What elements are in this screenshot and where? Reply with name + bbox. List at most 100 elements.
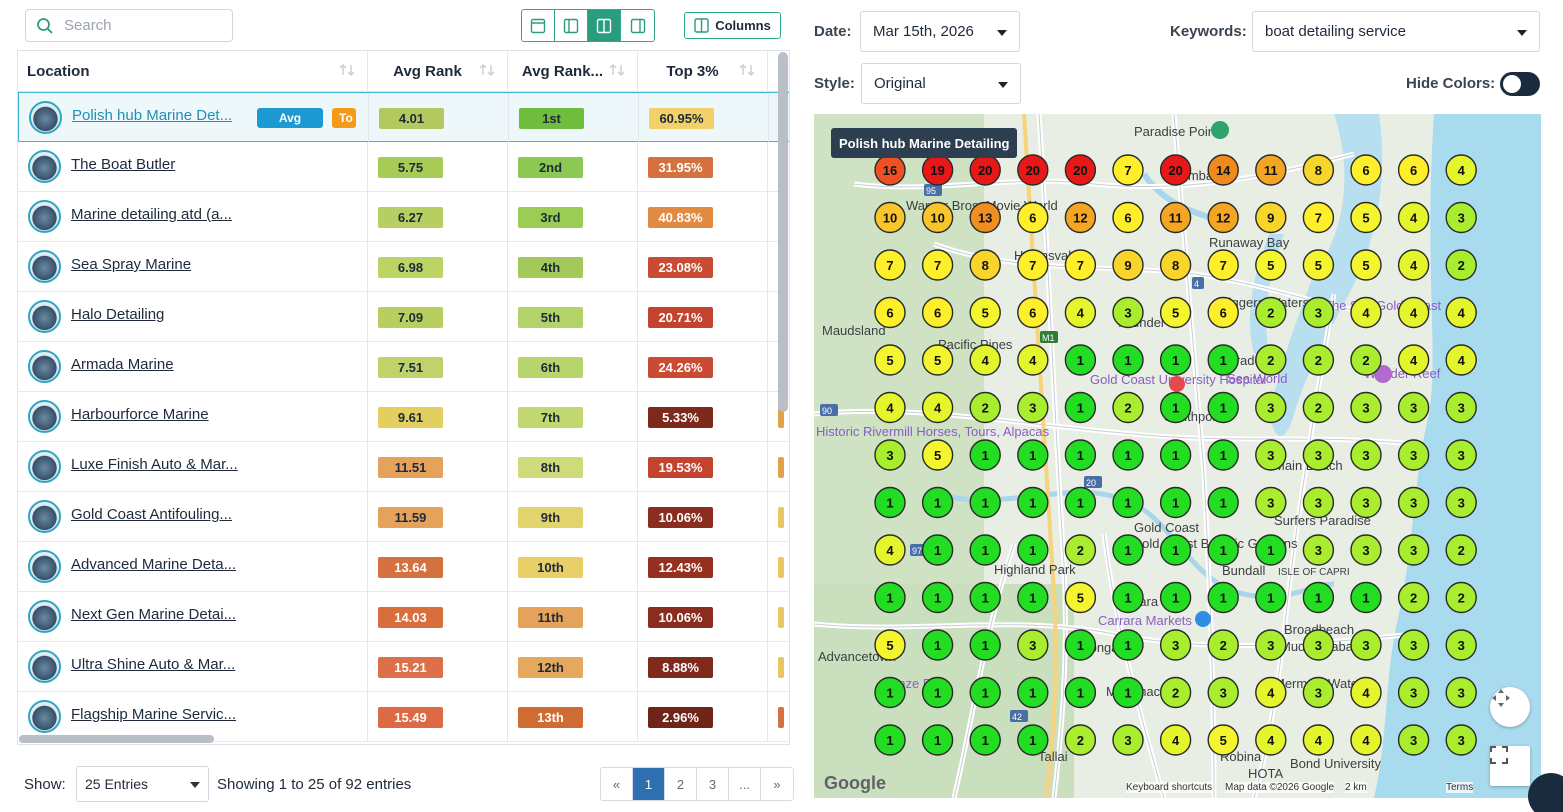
top3-cell: 2.96% bbox=[638, 692, 768, 742]
chat-widget-button[interactable] bbox=[1528, 773, 1563, 812]
columns-button[interactable]: Columns bbox=[684, 12, 781, 39]
table-row[interactable]: Next Gen Marine Detai... 14.03 11th 10.0… bbox=[18, 592, 789, 642]
page-button[interactable]: « bbox=[601, 768, 633, 800]
location-link[interactable]: Luxe Finish Auto & Mar... bbox=[71, 456, 238, 473]
table-row[interactable]: Marine detailing atd (a... 6.27 3rd 40.8… bbox=[18, 192, 789, 242]
rank-grid-pin bbox=[1207, 201, 1239, 234]
sort-icon[interactable] bbox=[479, 63, 497, 77]
rank-grid-pin-label: 5 bbox=[982, 306, 989, 321]
rank-grid-pin-label: 4 bbox=[1315, 733, 1323, 748]
page-button[interactable]: 2 bbox=[665, 768, 697, 800]
sort-icon[interactable] bbox=[339, 63, 357, 77]
sort-icon[interactable] bbox=[609, 63, 627, 77]
avg-rank-cell: 11.51 bbox=[368, 442, 508, 492]
keyboard-shortcuts-link[interactable]: Keyboard shortcuts bbox=[1126, 782, 1213, 793]
avg-rank-value: 11.59 bbox=[378, 507, 443, 528]
layout-right-icon[interactable] bbox=[621, 10, 654, 41]
rank-grid-pin-label: 4 bbox=[1410, 353, 1418, 368]
rank-grid-pin-label: 1 bbox=[1124, 686, 1131, 701]
rank-grid-pin bbox=[1112, 581, 1144, 614]
rank-grid-pin bbox=[1159, 629, 1192, 661]
location-link[interactable]: Polish hub Marine Det... bbox=[72, 107, 233, 124]
location-link[interactable]: The Boat Butler bbox=[71, 156, 176, 173]
rank-grid-pin bbox=[1445, 629, 1477, 661]
avg-badge[interactable]: Avg bbox=[257, 108, 323, 128]
rank-grid-pin bbox=[921, 676, 954, 709]
location-link[interactable]: Ultra Shine Auto & Mar... bbox=[71, 656, 236, 673]
rank-grid-pin-label: 3 bbox=[1410, 448, 1417, 463]
rank-grid-pin-label: 2 bbox=[982, 401, 989, 416]
recenter-button[interactable] bbox=[1490, 687, 1530, 727]
location-link[interactable]: Next Gen Marine Detai... bbox=[71, 606, 237, 623]
page-button[interactable]: 1 bbox=[633, 768, 665, 800]
rank-grid-pin-label: 14 bbox=[1216, 163, 1231, 178]
page-button[interactable]: » bbox=[761, 768, 793, 800]
table-row[interactable]: Harbourforce Marine 9.61 7th 5.33% bbox=[18, 392, 789, 442]
style-label: Style: bbox=[814, 75, 855, 92]
style-select[interactable]: Original bbox=[861, 63, 1021, 104]
location-cell: Harbourforce Marine bbox=[18, 392, 368, 442]
location-link[interactable]: Halo Detailing bbox=[71, 306, 165, 323]
top3-value: 20.71% bbox=[648, 307, 713, 328]
location-link[interactable]: Armada Marine bbox=[71, 356, 174, 373]
rank-grid-pin-label: 3 bbox=[1315, 496, 1322, 511]
fullscreen-button[interactable] bbox=[1490, 746, 1530, 786]
rank-grid-pin-label: 3 bbox=[1315, 448, 1322, 463]
table-horizontal-scrollbar[interactable] bbox=[19, 735, 214, 743]
table-vertical-scrollbar[interactable] bbox=[778, 52, 788, 412]
location-link[interactable]: Marine detailing atd (a... bbox=[71, 206, 232, 223]
rank-map[interactable]: Paradise Point Coombabah Runaway Bay Helens… bbox=[814, 114, 1541, 798]
sort-icon[interactable] bbox=[739, 63, 757, 77]
date-select[interactable]: Mar 15th, 2026 bbox=[860, 11, 1020, 52]
location-link[interactable]: Harbourforce Marine bbox=[71, 406, 209, 423]
terms-link[interactable]: Terms bbox=[1446, 782, 1474, 793]
top3-cell: 19.53% bbox=[638, 442, 768, 492]
search-input[interactable] bbox=[64, 17, 214, 34]
rank-grid-pin-label: 1 bbox=[1220, 353, 1227, 368]
search-box[interactable] bbox=[25, 9, 233, 42]
page-button[interactable]: 3 bbox=[697, 768, 729, 800]
rank-grid-pin bbox=[874, 201, 906, 234]
table-row[interactable]: Halo Detailing 7.09 5th 20.71% bbox=[18, 292, 789, 342]
column-header-avg-rank-position[interactable]: Avg Rank... bbox=[508, 51, 638, 92]
rank-grid-pin bbox=[1350, 581, 1382, 614]
location-link[interactable]: Advanced Marine Deta... bbox=[71, 556, 237, 573]
table-row[interactable]: Polish hub Marine Det... Avg To 4.01 1st … bbox=[18, 92, 789, 143]
map-place-label: Gold Coast bbox=[1134, 520, 1199, 535]
table-row[interactable]: Ultra Shine Auto & Mar... 15.21 12th 8.8… bbox=[18, 642, 789, 692]
column-header-top3[interactable]: Top 3% bbox=[638, 51, 768, 92]
page-button[interactable]: ... bbox=[729, 768, 761, 800]
rank-grid-pin-label: 3 bbox=[1410, 401, 1417, 416]
entries-select[interactable]: 25 Entries bbox=[76, 766, 209, 802]
table-row[interactable]: Luxe Finish Auto & Mar... 11.51 8th 19.5… bbox=[18, 442, 789, 492]
table-row[interactable]: Sea Spray Marine 6.98 4th 23.08% bbox=[18, 242, 789, 292]
layout-split-icon[interactable] bbox=[588, 10, 621, 41]
table-row[interactable]: The Boat Butler 5.75 2nd 31.95% bbox=[18, 142, 789, 192]
rank-grid-pin bbox=[874, 249, 906, 281]
rank-position-value: 7th bbox=[518, 407, 583, 428]
top-badge[interactable]: To bbox=[332, 108, 356, 128]
location-cell: Polish hub Marine Det... Avg To bbox=[19, 93, 369, 143]
rank-grid-pin bbox=[969, 439, 1001, 471]
location-link[interactable]: Flagship Marine Servic... bbox=[71, 706, 237, 723]
table-row[interactable]: Gold Coast Antifouling... 11.59 9th 10.0… bbox=[18, 492, 789, 542]
location-link[interactable]: Gold Coast Antifouling... bbox=[71, 506, 232, 523]
rank-grid-pin-label: 1 bbox=[1172, 543, 1179, 558]
rank-grid-pin bbox=[969, 724, 1001, 756]
column-header-location[interactable]: Location bbox=[18, 51, 368, 92]
table-row[interactable]: Flagship Marine Servic... 15.49 13th 2.9… bbox=[18, 692, 789, 742]
location-link[interactable]: Sea Spray Marine bbox=[71, 256, 192, 273]
rank-grid-pin bbox=[1397, 439, 1430, 471]
rank-position-cell: 1st bbox=[509, 93, 639, 143]
table-row[interactable]: Armada Marine 7.51 6th 24.26% bbox=[18, 342, 789, 392]
keywords-select[interactable]: boat detailing service bbox=[1252, 11, 1540, 52]
column-header-avg-rank[interactable]: Avg Rank bbox=[368, 51, 508, 92]
layout-left-icon[interactable] bbox=[555, 10, 588, 41]
top3-value: 40.83% bbox=[648, 207, 713, 228]
location-cell: Advanced Marine Deta... bbox=[18, 542, 368, 592]
table-row[interactable]: Advanced Marine Deta... 13.64 10th 12.43… bbox=[18, 542, 789, 592]
rank-grid-pin-label: 6 bbox=[1029, 211, 1036, 226]
layout-full-icon[interactable] bbox=[522, 10, 555, 41]
rank-grid-pin-label: 2 bbox=[1267, 306, 1274, 321]
hide-colors-toggle[interactable] bbox=[1500, 72, 1540, 96]
